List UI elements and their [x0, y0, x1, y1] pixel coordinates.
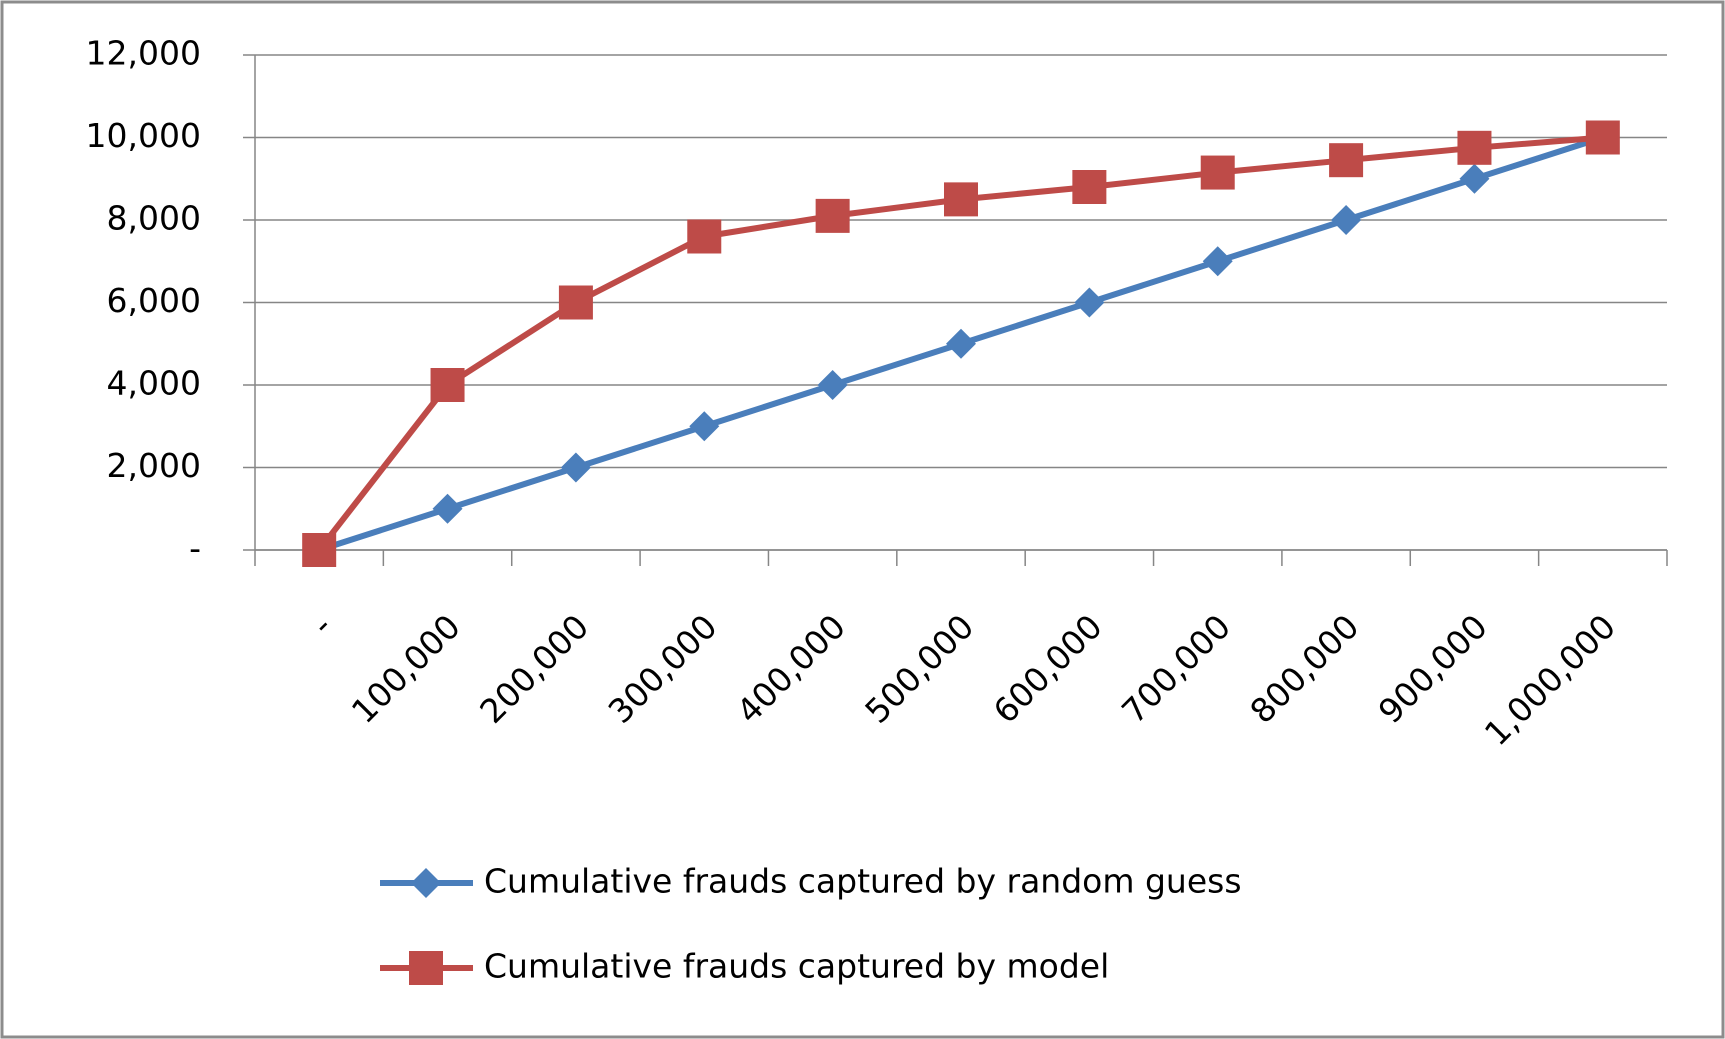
y-tick-label: 6,000	[107, 281, 201, 320]
data-point	[1072, 170, 1107, 204]
data-point	[432, 493, 463, 524]
data-point	[1331, 205, 1362, 235]
data-point	[944, 182, 978, 217]
data-point	[560, 452, 591, 483]
data-point	[430, 368, 465, 402]
data-point	[1457, 130, 1492, 165]
legend-label: Cumulative frauds captured by model	[484, 947, 1109, 986]
data-point	[558, 285, 593, 320]
y-tick-label: 10,000	[86, 116, 201, 155]
data-point	[302, 533, 337, 567]
y-tick-label: 4,000	[107, 364, 201, 403]
y-tick-label: 12,000	[86, 34, 201, 73]
data-point	[1459, 163, 1490, 194]
data-point	[689, 411, 720, 442]
legend-marker	[411, 868, 441, 898]
data-point	[1200, 155, 1235, 190]
data-point	[1074, 287, 1105, 318]
data-point	[817, 370, 848, 400]
data-point	[1585, 120, 1620, 155]
data-point	[815, 198, 850, 233]
legend-marker	[409, 951, 443, 985]
data-point	[687, 219, 722, 254]
legend-label: Cumulative frauds captured by random gue…	[484, 862, 1242, 901]
data-point	[946, 328, 976, 359]
data-point	[1329, 143, 1364, 178]
data-point	[1202, 246, 1233, 277]
y-tick-label: 8,000	[107, 199, 201, 238]
y-tick-label: 2,000	[107, 446, 201, 485]
y-tick-label: -	[189, 529, 201, 568]
